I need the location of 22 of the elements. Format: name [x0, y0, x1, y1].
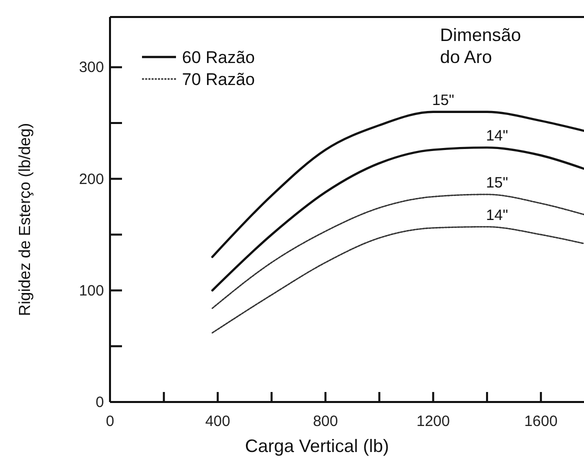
y-tick-label: 100	[78, 282, 104, 300]
legend-label: 60 Razão	[182, 48, 255, 67]
x-tick-label: 0	[106, 413, 114, 430]
y-tick-label: 0	[96, 394, 104, 411]
x-tick-label: 1200	[416, 413, 450, 430]
line-series	[211, 146, 584, 292]
y-tick-label: 200	[78, 170, 104, 188]
x-axis-title: Carga Vertical (lb)	[244, 436, 390, 456]
x-tick-label: 400	[205, 413, 230, 430]
annotation: 14"	[486, 128, 508, 145]
y-axis-title: Rigidez de Esterço (lb/deg)	[17, 123, 34, 316]
x-tick-label: 800	[312, 413, 338, 430]
annotation: 15"	[432, 92, 454, 109]
annotation: 14"	[486, 206, 508, 224]
legend-label: 70 Razão	[182, 70, 255, 89]
x-tick-label: 1600	[524, 413, 558, 430]
line-series	[212, 194, 584, 309]
line-series	[211, 110, 584, 258]
line-series	[212, 226, 584, 334]
y-tick-label: 300	[78, 59, 104, 76]
annotation: 15"	[486, 174, 508, 192]
annotation: Dimensão do Aro	[440, 25, 522, 67]
